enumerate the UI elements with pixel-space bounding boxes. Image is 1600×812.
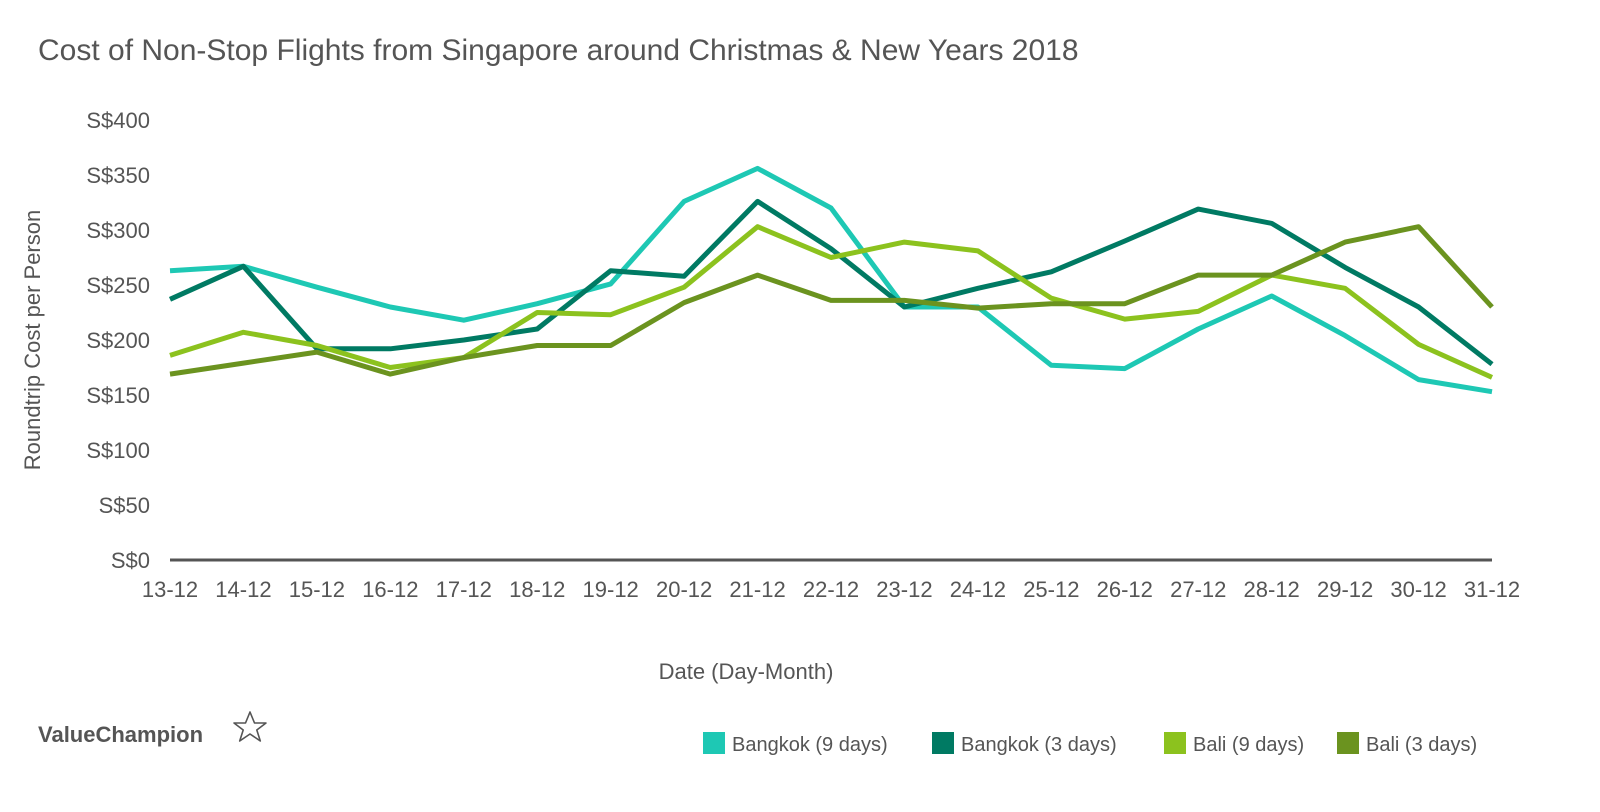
star-outline-icon (233, 711, 267, 742)
x-tick-label: 20-12 (656, 577, 712, 602)
legend-label: Bali (3 days) (1366, 734, 1477, 756)
legend-swatch (1337, 732, 1359, 754)
x-tick-label: 17-12 (436, 577, 492, 602)
y-tick-label: S$400 (86, 108, 150, 133)
series-line-1 (169, 165, 1493, 395)
y-tick-label: S$250 (86, 273, 150, 298)
x-tick-label: 25-12 (1023, 577, 1079, 602)
legend: Bangkok (9 days) Bangkok (3 days) Bali (9 … (703, 732, 1477, 756)
legend-item: Bangkok (9 days) (703, 732, 888, 756)
x-tick-label: 15-12 (289, 577, 345, 602)
x-tick-label: 16-12 (362, 577, 418, 602)
legend-swatch (703, 732, 725, 754)
x-tick-label: 29-12 (1317, 577, 1373, 602)
x-tick-label: 19-12 (583, 577, 639, 602)
y-tick-label: S$150 (86, 383, 150, 408)
legend-label: Bangkok (3 days) (961, 734, 1117, 756)
series-line-4 (169, 224, 1494, 377)
y-tick-label: S$50 (99, 493, 150, 518)
x-tick-label: 14-12 (215, 577, 271, 602)
y-axis-ticks: S$0 S$50 S$100 S$150 S$200 S$250 S$300 S$350 S$4… (86, 108, 150, 573)
x-tick-label: 28-12 (1244, 577, 1300, 602)
y-tick-label: S$0 (111, 548, 150, 573)
legend-item: Bangkok (3 days) (932, 732, 1117, 756)
x-tick-label: 23-12 (876, 577, 932, 602)
x-axis-ticks: 13-12 14-12 15-12 16-12 17-12 18-12 19-12 20-12… (142, 577, 1520, 602)
legend-label: Bangkok (9 days) (732, 734, 888, 756)
legend-item: Bali (9 days) (1164, 732, 1304, 756)
legend-item: Bali (3 days) (1337, 732, 1477, 756)
y-tick-label: S$300 (86, 218, 150, 243)
x-axis-label: Date (Day-Month) (659, 659, 834, 684)
x-tick-label: 26-12 (1097, 577, 1153, 602)
x-tick-label: 22-12 (803, 577, 859, 602)
y-tick-label: S$100 (86, 438, 150, 463)
legend-swatch (932, 732, 954, 754)
x-tick-label: 24-12 (950, 577, 1006, 602)
y-axis-label: Roundtrip Cost per Person (20, 210, 45, 470)
y-tick-label: S$350 (86, 163, 150, 188)
x-tick-label: 27-12 (1170, 577, 1226, 602)
x-tick-label: 31-12 (1464, 577, 1520, 602)
legend-label: Bali (9 days) (1193, 734, 1304, 756)
brand-logo: ValueChampion (38, 711, 267, 747)
legend-swatch (1164, 732, 1186, 754)
series-line-2 (168, 198, 1494, 367)
brand-logo-text: ValueChampion (38, 722, 203, 747)
x-tick-label: 21-12 (729, 577, 785, 602)
x-tick-label: 30-12 (1390, 577, 1446, 602)
series-lines (168, 165, 1494, 395)
x-tick-label: 18-12 (509, 577, 565, 602)
y-tick-label: S$200 (86, 328, 150, 353)
x-tick-label: 13-12 (142, 577, 198, 602)
chart-title: Cost of Non-Stop Flights from Singapore … (38, 34, 1079, 67)
